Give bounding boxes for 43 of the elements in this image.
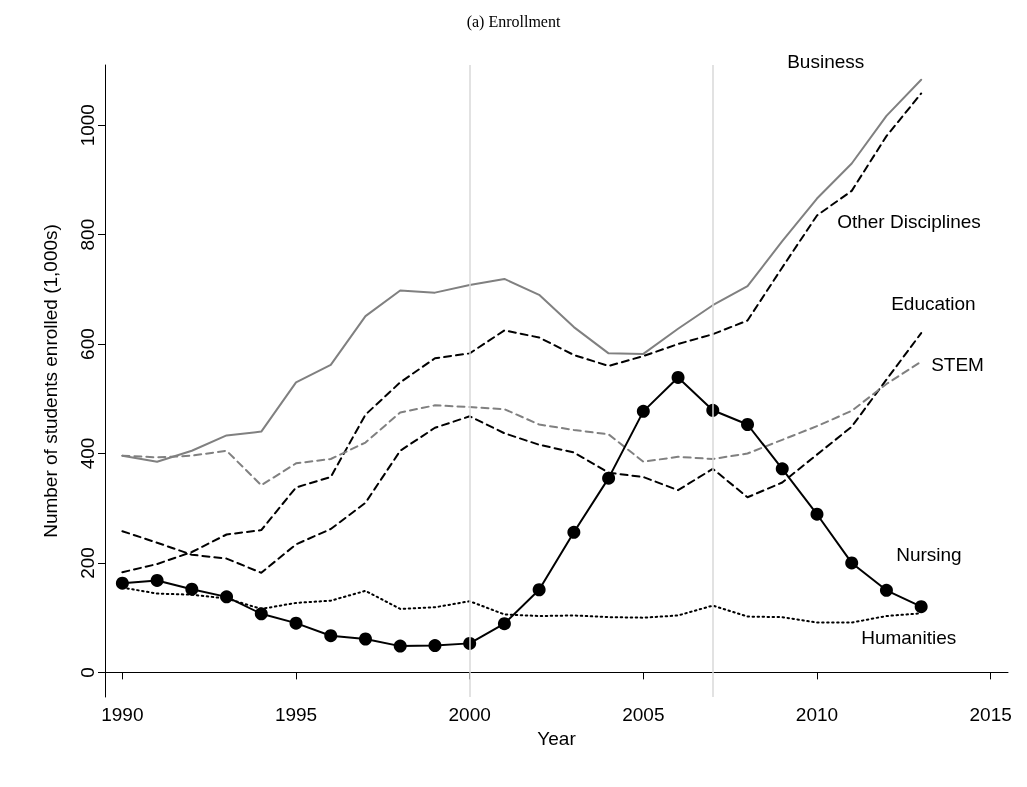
point <box>636 404 650 418</box>
point <box>358 632 372 646</box>
y-tick-label: 400 <box>77 437 98 470</box>
point <box>567 525 581 539</box>
series-label: Humanities <box>861 626 957 648</box>
y-tick-label: 800 <box>77 218 98 251</box>
x-tick-label: 2015 <box>969 704 1012 725</box>
x-axis-title: Year <box>537 727 577 749</box>
point <box>914 600 928 614</box>
point <box>671 370 685 384</box>
y-tick-label: 600 <box>77 328 98 360</box>
y-axis-title: Number of students enrolled (1,000s) <box>40 224 61 538</box>
x-tick-label: 1990 <box>101 704 144 725</box>
y-tick-label: 0 <box>77 667 98 678</box>
point <box>254 607 268 621</box>
point <box>879 583 893 597</box>
x-tick-label: 2010 <box>795 704 839 725</box>
point <box>220 590 234 604</box>
series-label: Education <box>891 292 976 314</box>
series-label: Nursing <box>896 544 962 566</box>
point <box>393 639 407 653</box>
x-tick-label: 2005 <box>622 704 665 725</box>
point <box>497 617 511 631</box>
text: Business <box>787 51 865 73</box>
chart-title: (a) Enrollment <box>466 12 561 31</box>
y-tick-label: 200 <box>77 547 98 579</box>
point <box>428 639 442 653</box>
point <box>602 471 616 485</box>
point <box>150 573 164 587</box>
series-label: Other Disciplines <box>837 210 981 232</box>
point <box>185 582 199 596</box>
point <box>532 583 546 597</box>
series-label: STEM <box>931 354 984 376</box>
point <box>775 462 789 476</box>
x-tick-label: 2000 <box>448 704 491 725</box>
point <box>810 507 824 521</box>
point <box>741 418 755 431</box>
point <box>845 556 859 570</box>
point <box>324 629 338 643</box>
point <box>289 616 303 630</box>
y-tick-label: 1000 <box>77 104 98 147</box>
point <box>115 576 129 590</box>
x-tick-label: 1995 <box>274 704 318 725</box>
